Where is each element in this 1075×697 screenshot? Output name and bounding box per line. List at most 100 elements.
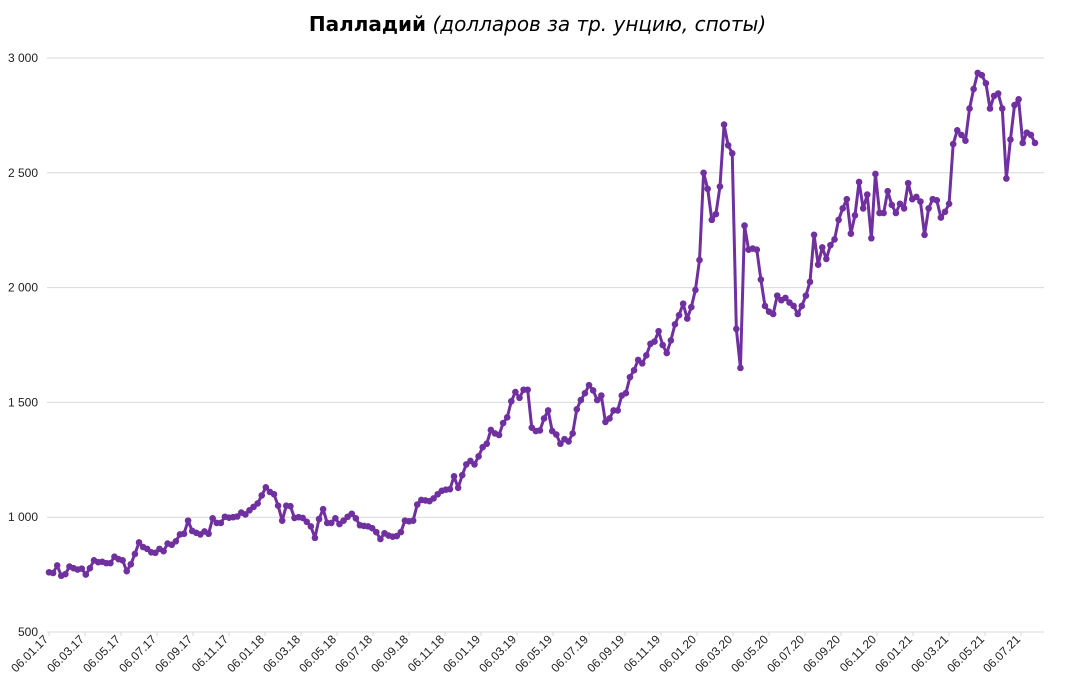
data-point [688, 303, 695, 311]
x-tick-label: 06.07.18 [332, 632, 375, 675]
data-point [107, 559, 114, 567]
x-tick-label: 06.11.18 [405, 632, 448, 675]
data-point [798, 302, 806, 310]
data-point [810, 231, 818, 239]
data-point [573, 405, 581, 413]
data-point [78, 565, 86, 572]
data-point [851, 211, 859, 219]
data-point [209, 515, 216, 522]
data-point [536, 427, 544, 434]
data-point [941, 208, 949, 216]
data-point [1019, 139, 1027, 147]
data-point [998, 105, 1006, 112]
data-point [172, 538, 180, 545]
x-tick-label: 06.05.18 [296, 632, 339, 675]
data-point [949, 140, 957, 148]
data-point [254, 500, 261, 507]
data-point [53, 562, 61, 569]
data-point [761, 302, 769, 310]
x-tick-label: 06.05.21 [944, 632, 987, 675]
x-tick-label: 06.05.20 [728, 632, 771, 675]
data-point [700, 169, 707, 177]
data-point [970, 85, 977, 93]
data-point [483, 440, 491, 448]
data-point [720, 121, 728, 128]
data-point [863, 191, 871, 198]
data-point [180, 530, 188, 538]
data-point [945, 200, 953, 208]
y-tick-label: 1 000 [8, 510, 38, 524]
data-point [512, 388, 519, 396]
data-point [679, 300, 687, 307]
data-point [303, 518, 311, 526]
data-point [802, 292, 810, 299]
data-point [1015, 96, 1022, 103]
data-point [630, 366, 638, 374]
data-point [373, 528, 380, 536]
x-tick-label: 06.09.17 [152, 632, 195, 675]
data-point [1031, 139, 1039, 147]
x-tick-label: 06.01.20 [656, 632, 699, 675]
data-point [757, 276, 765, 283]
series-line-group [47, 71, 1037, 578]
data-point [753, 246, 761, 254]
data-point [921, 231, 928, 239]
data-point [622, 389, 630, 397]
data-point [900, 205, 908, 212]
data-point [884, 187, 892, 195]
data-point [368, 524, 376, 532]
x-tick-label: 06.07.17 [116, 632, 159, 675]
data-point [704, 185, 711, 193]
series-markers [45, 69, 1039, 580]
x-tick-label: 06.03.20 [692, 632, 735, 675]
data-point [904, 179, 912, 187]
data-point [274, 502, 282, 510]
data-point [958, 131, 965, 139]
data-point [917, 198, 924, 205]
data-point [413, 501, 421, 508]
data-point [683, 315, 691, 322]
data-point [696, 256, 703, 264]
data-point [896, 200, 904, 208]
data-point [741, 222, 748, 229]
chart-title-main: Палладий [308, 12, 427, 36]
data-point [495, 431, 503, 439]
data-point [152, 549, 159, 557]
data-point [818, 244, 826, 251]
data-point [675, 311, 683, 319]
data-point [458, 471, 466, 479]
x-tick-label: 06.01.18 [224, 632, 267, 675]
data-point [131, 550, 139, 558]
data-point [712, 210, 720, 218]
data-point [847, 230, 855, 237]
data-point [671, 321, 679, 328]
gridlines [47, 57, 1044, 518]
data-point [839, 205, 847, 212]
data-point [888, 201, 896, 209]
data-point [62, 570, 69, 578]
data-point [287, 502, 294, 510]
data-point [859, 205, 867, 212]
data-point [598, 392, 605, 399]
data-point [242, 511, 249, 518]
data-point [782, 294, 789, 302]
data-point [503, 414, 511, 421]
x-tick-label: 06.11.20 [837, 632, 880, 675]
data-point [119, 557, 126, 564]
data-point [569, 430, 576, 437]
data-point [880, 209, 887, 217]
data-point [978, 71, 986, 79]
data-point [823, 255, 830, 263]
data-point [553, 431, 560, 438]
x-tick-label: 06.05.19 [512, 632, 555, 675]
x-axis-labels: 06.01.1706.03.1706.05.1706.07.1706.09.17… [8, 632, 1023, 675]
data-point [1027, 131, 1035, 139]
data-point [205, 530, 212, 538]
data-point [953, 127, 961, 134]
data-point [258, 492, 266, 499]
data-point [544, 407, 552, 414]
data-point [86, 564, 94, 572]
data-point [577, 396, 585, 404]
